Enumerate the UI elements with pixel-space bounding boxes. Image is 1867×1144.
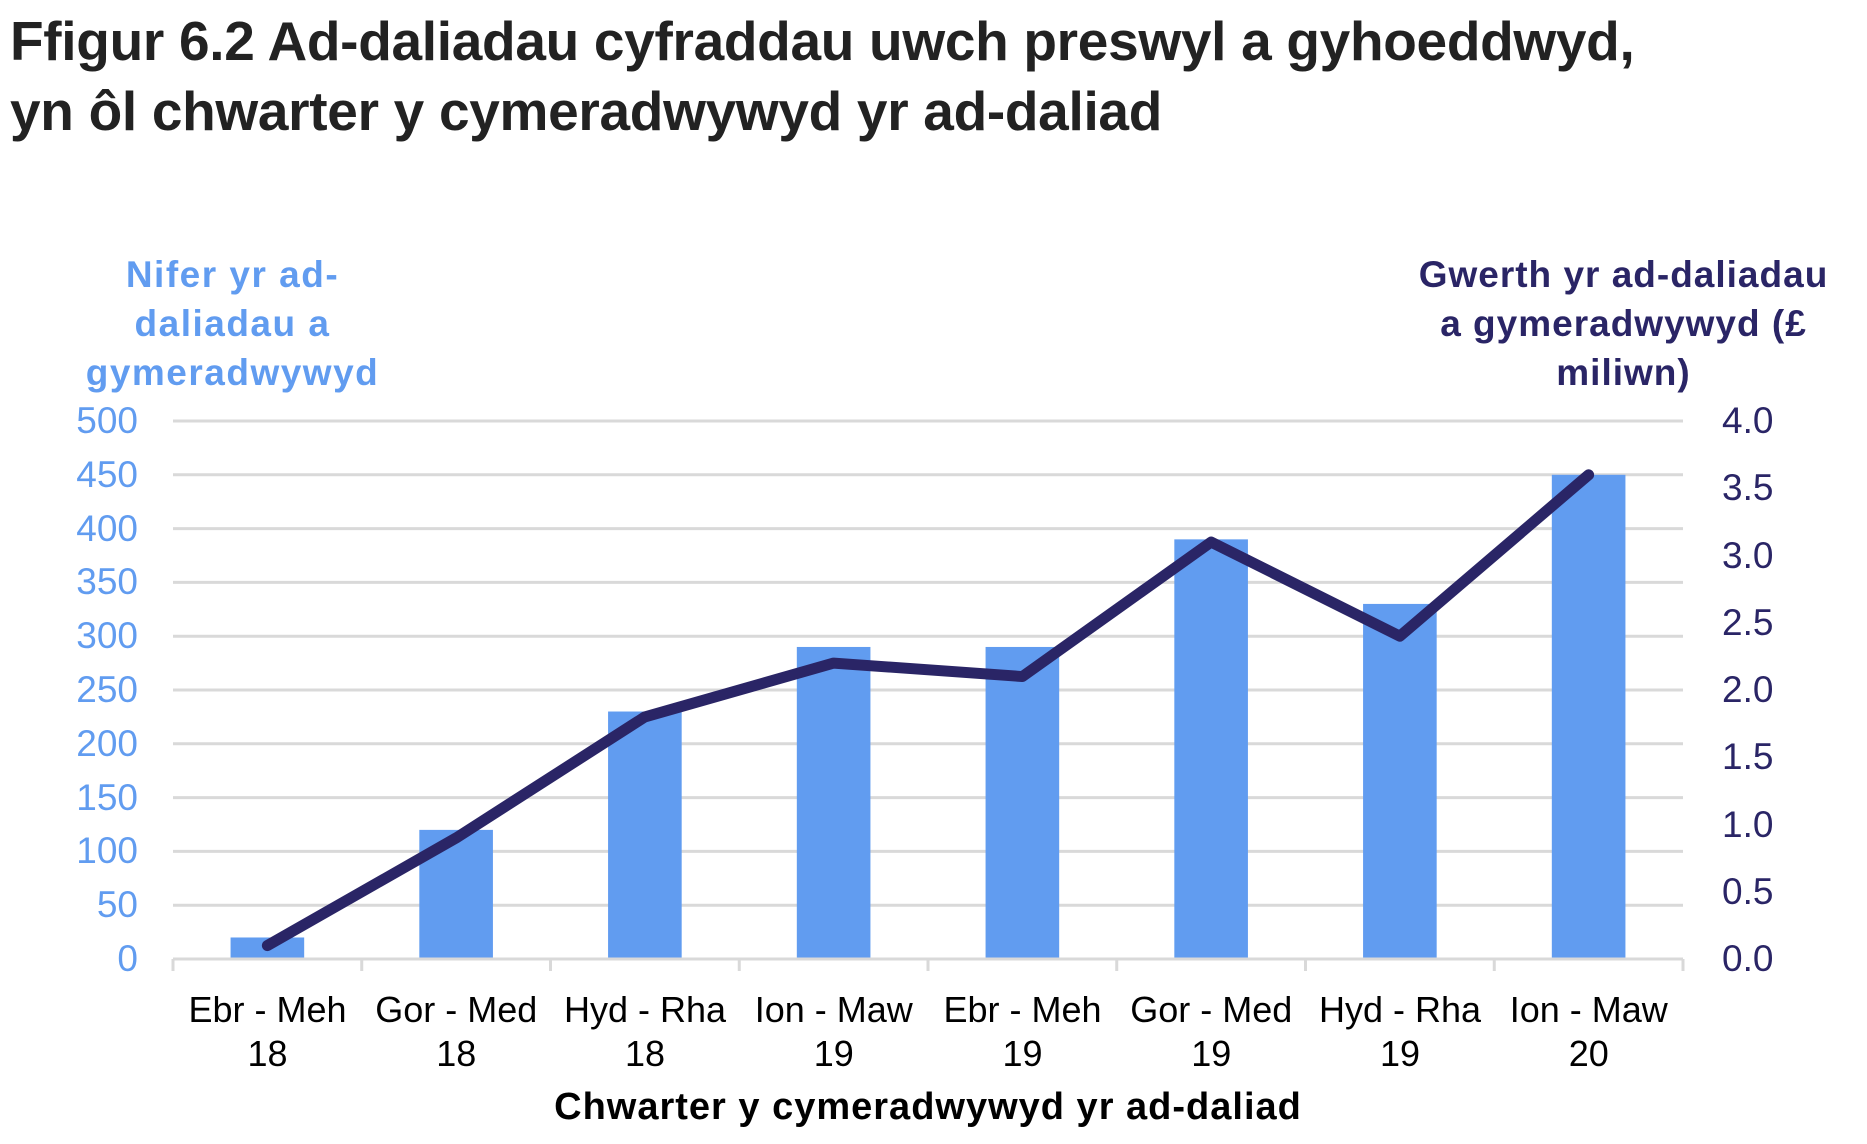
right-axis-tick-label: 1.0 <box>1722 803 1774 845</box>
line-series <box>261 469 1595 952</box>
right-axis-tick-label: 0.5 <box>1722 870 1774 912</box>
left-axis-tick-label: 250 <box>76 669 138 710</box>
x-axis <box>171 957 1685 971</box>
x-axis-category-line: Gor - Med <box>1130 989 1293 1030</box>
x-axis-category-line: Hyd - Rha <box>1318 989 1482 1030</box>
right-axis-tick-label: 3.5 <box>1722 467 1774 509</box>
x-axis-category-line: 20 <box>1568 1033 1609 1074</box>
left-axis-tick-label: 0 <box>117 938 138 979</box>
x-axis-category-label: Ion - Maw 19 <box>739 988 928 1076</box>
left-axis-tick-label: 500 <box>76 400 138 441</box>
bar <box>985 646 1060 959</box>
x-axis-title: Chwarter y cymeradwywyd yr ad-daliad <box>554 1086 1302 1128</box>
bar <box>1363 603 1437 959</box>
left-axis-tick-label: 50 <box>96 884 138 926</box>
chart-title-line-1: Ffigur 6.2 Ad-daliadau cyfraddau uwch pr… <box>10 10 1635 72</box>
right-axis-title-line: miliwn) <box>1556 352 1691 393</box>
right-axis-title-line: Gwerth yr ad-daliadau <box>1418 254 1829 295</box>
x-axis-category-label: Ebr - Meh 18 <box>173 988 362 1076</box>
right-axis-tick-label: 2.0 <box>1722 669 1774 710</box>
x-axis-category-line: 18 <box>247 1033 288 1074</box>
x-axis-category-label: Gor - Med 19 <box>1117 988 1306 1076</box>
left-axis-tick-label: 300 <box>76 615 138 657</box>
left-axis-tick-label: 450 <box>76 453 138 495</box>
gridlines <box>173 419 1683 907</box>
chart-title: Ffigur 6.2 Ad-daliadau cyfraddau uwch pr… <box>10 6 1635 146</box>
bar <box>1174 539 1248 959</box>
left-axis-title-line: Nifer yr ad- <box>125 254 340 295</box>
x-axis-category-line: 19 <box>1379 1033 1421 1074</box>
x-axis-category-line: Ion - Maw <box>1509 989 1668 1030</box>
chart-title-line-2: yn ôl chwarter y cymeradwywyd yr ad-dali… <box>10 80 1163 142</box>
x-axis-category-label: Ebr - Meh 19 <box>928 988 1117 1076</box>
right-axis-title: Gwerth yr ad-daliadau a gymeradwywyd (£ … <box>1380 250 1867 397</box>
left-axis-tick-label: 200 <box>76 722 138 764</box>
right-axis-tick-label: 0.0 <box>1722 938 1774 979</box>
left-axis-title-line: gymeradwywyd <box>85 352 380 393</box>
bar <box>796 646 871 959</box>
x-axis-category-line: 19 <box>1191 1033 1232 1074</box>
bar <box>1551 474 1626 959</box>
x-axis-category-label: Hyd - Rha 18 <box>551 988 740 1076</box>
x-axis-category-line: Ebr - Meh <box>188 989 347 1030</box>
x-axis-category-line: Gor - Med <box>375 989 538 1030</box>
left-axis-tick-label: 350 <box>76 561 138 603</box>
x-axis-category-line: 18 <box>436 1033 477 1074</box>
x-axis-category-line: 18 <box>624 1033 666 1074</box>
x-axis-category-label: Gor - Med 18 <box>362 988 551 1076</box>
left-axis-tick-label: 100 <box>76 830 138 872</box>
x-axis-category-line: 19 <box>1002 1033 1043 1074</box>
left-axis-title-line: daliadau a <box>134 303 331 344</box>
left-axis-title: Nifer yr ad- daliadau a gymeradwywyd <box>60 250 405 397</box>
bar-series <box>230 474 1626 959</box>
left-axis-tick-label: 150 <box>76 776 138 818</box>
x-axis-category-line: Ion - Maw <box>754 989 913 1030</box>
right-axis-tick-label: 3.0 <box>1722 534 1774 576</box>
x-axis-category-line: Ebr - Meh <box>943 989 1102 1030</box>
x-axis-category-label: Ion - Maw 20 <box>1494 988 1683 1076</box>
right-axis-tick-label: 4.0 <box>1722 400 1774 441</box>
right-axis-tick-label: 2.5 <box>1722 601 1774 643</box>
x-axis-category-line: 19 <box>813 1033 854 1074</box>
right-axis-title-line: a gymeradwywyd (£ <box>1440 303 1807 344</box>
right-axis-tick-label: 1.5 <box>1722 736 1774 778</box>
x-axis-category-line: Hyd - Rha <box>563 989 727 1030</box>
x-axis-category-label: Hyd - Rha 19 <box>1306 988 1495 1076</box>
bar <box>608 711 682 959</box>
left-axis-tick-label: 400 <box>76 507 138 549</box>
